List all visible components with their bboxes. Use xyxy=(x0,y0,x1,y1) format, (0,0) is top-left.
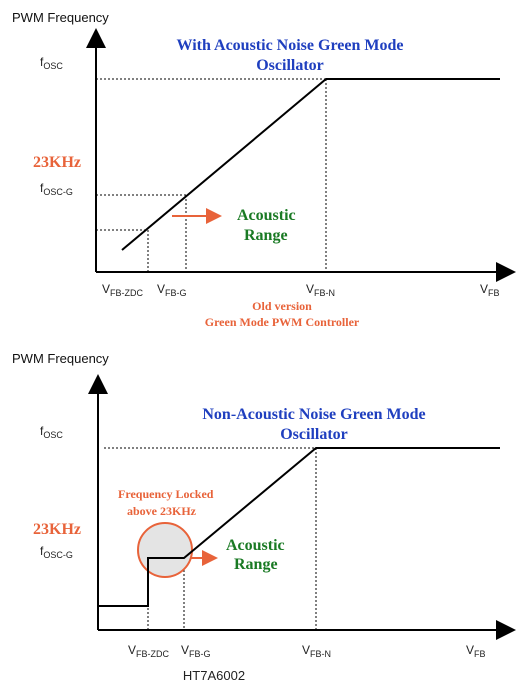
y-tick-fosc: fOSC xyxy=(40,55,63,71)
x-tick-vfb-n: VFB-N xyxy=(302,643,331,659)
y-label-23khz: 23KHz xyxy=(33,154,81,171)
frequency-curve xyxy=(98,447,500,607)
x-tick-vfb-zdc: VFB-ZDC xyxy=(102,282,144,298)
x-tick-vfb-g: VFB-G xyxy=(157,282,187,298)
locked-label-line1: Frequency Locked xyxy=(118,487,214,501)
diagram-title-line1: Non-Acoustic Noise Green Mode xyxy=(202,406,425,423)
diagram-title-line2: Oscillator xyxy=(280,426,348,443)
acoustic-label-line2: Range xyxy=(244,227,288,244)
x-tick-vfb-g: VFB-G xyxy=(181,643,211,659)
y-tick-fosc-g: fOSC-G xyxy=(40,181,73,197)
diagram-title-line2: Oscillator xyxy=(256,57,324,74)
dotted-guides xyxy=(96,78,327,272)
top-diagram: PWM Frequency With Acoustic Noise Green … xyxy=(0,0,516,340)
bottom-diagram-svg: PWM Frequency Non-Acoustic Noise Green M… xyxy=(12,351,516,683)
x-tick-vfb-zdc: VFB-ZDC xyxy=(128,643,170,659)
part-number-caption: HT7A6002 xyxy=(183,668,245,683)
note-line1: Old version xyxy=(252,299,312,313)
bottom-diagram: PWM Frequency Non-Acoustic Noise Green M… xyxy=(0,340,516,687)
x-tick-vfb: VFB xyxy=(480,282,500,298)
y-label-23khz: 23KHz xyxy=(33,521,81,538)
frequency-curve xyxy=(121,78,500,251)
acoustic-label-line1: Acoustic xyxy=(237,207,296,224)
acoustic-label-line2: Range xyxy=(234,556,278,573)
x-tick-vfb: VFB xyxy=(466,643,486,659)
x-tick-vfb-n: VFB-N xyxy=(306,282,335,298)
top-diagram-svg: PWM Frequency With Acoustic Noise Green … xyxy=(12,10,516,329)
diagram-title-line1: With Acoustic Noise Green Mode xyxy=(177,37,404,54)
frequency-locked-circle xyxy=(137,522,193,578)
y-tick-fosc-g: fOSC-G xyxy=(40,544,73,560)
y-axis-title: PWM Frequency xyxy=(12,10,109,25)
locked-label-line2: above 23KHz xyxy=(127,504,197,518)
note-line2: Green Mode PWM Controller xyxy=(205,315,360,329)
acoustic-label-line1: Acoustic xyxy=(226,537,285,554)
y-axis-title: PWM Frequency xyxy=(12,351,109,366)
y-tick-fosc: fOSC xyxy=(40,424,63,440)
